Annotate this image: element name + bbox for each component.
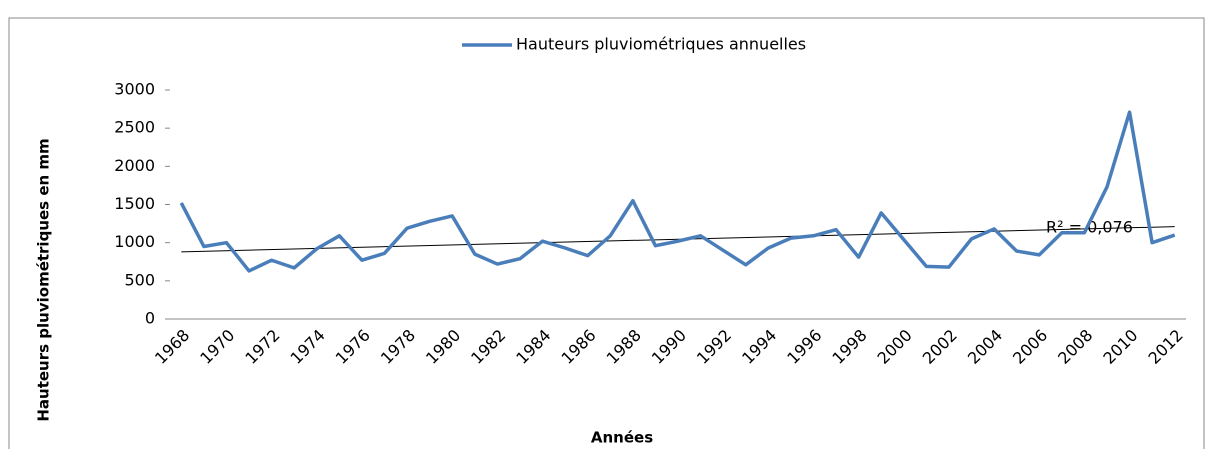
x-tick-label: 1976 — [332, 326, 374, 368]
y-axis-title: Hauteurs pluviométriques en mm — [35, 138, 53, 421]
x-tick-label: 1978 — [377, 326, 419, 368]
y-tick-label: 0 — [145, 309, 155, 328]
x-tick-label: 1974 — [287, 326, 329, 368]
y-tick-label: 2000 — [114, 156, 155, 175]
x-tick-label: 2006 — [1009, 326, 1051, 368]
x-tick-label: 2012 — [1144, 326, 1186, 368]
x-tick-label: 1984 — [512, 326, 554, 368]
y-tick-label: 1000 — [114, 232, 155, 251]
x-tick-label: 2000 — [874, 326, 916, 368]
x-tick-label: 1998 — [828, 326, 870, 368]
y-tick-label: 500 — [124, 270, 155, 289]
x-tick-label: 1994 — [738, 326, 780, 368]
x-tick-label: 1968 — [151, 326, 193, 368]
x-tick-label: 1970 — [196, 326, 238, 368]
y-tick-label: 2500 — [114, 118, 155, 137]
x-tick-label: 1988 — [603, 326, 645, 368]
trend-line — [181, 226, 1175, 253]
x-axis-title: Années — [591, 429, 653, 447]
x-tick-label: 1986 — [557, 326, 599, 368]
chart-frame — [8, 17, 1205, 449]
x-tick-label: 2002 — [919, 326, 961, 368]
x-tick-label: 2004 — [964, 326, 1006, 368]
data-line — [179, 110, 1176, 273]
x-tick-label: 1992 — [693, 326, 735, 368]
x-tick-label: 1996 — [783, 326, 825, 368]
y-tick-label: 1500 — [114, 194, 155, 213]
y-tick-label: 3000 — [114, 80, 155, 99]
x-tick-label: 1990 — [648, 326, 690, 368]
x-tick-label: 1972 — [241, 326, 283, 368]
x-tick-label: 1980 — [422, 326, 464, 368]
legend-label: Hauteurs pluviométriques annuelles — [516, 35, 806, 54]
x-tick-label: 2008 — [1054, 326, 1096, 368]
x-tick-label: 2010 — [1099, 326, 1141, 368]
x-tick-label: 1982 — [467, 326, 509, 368]
